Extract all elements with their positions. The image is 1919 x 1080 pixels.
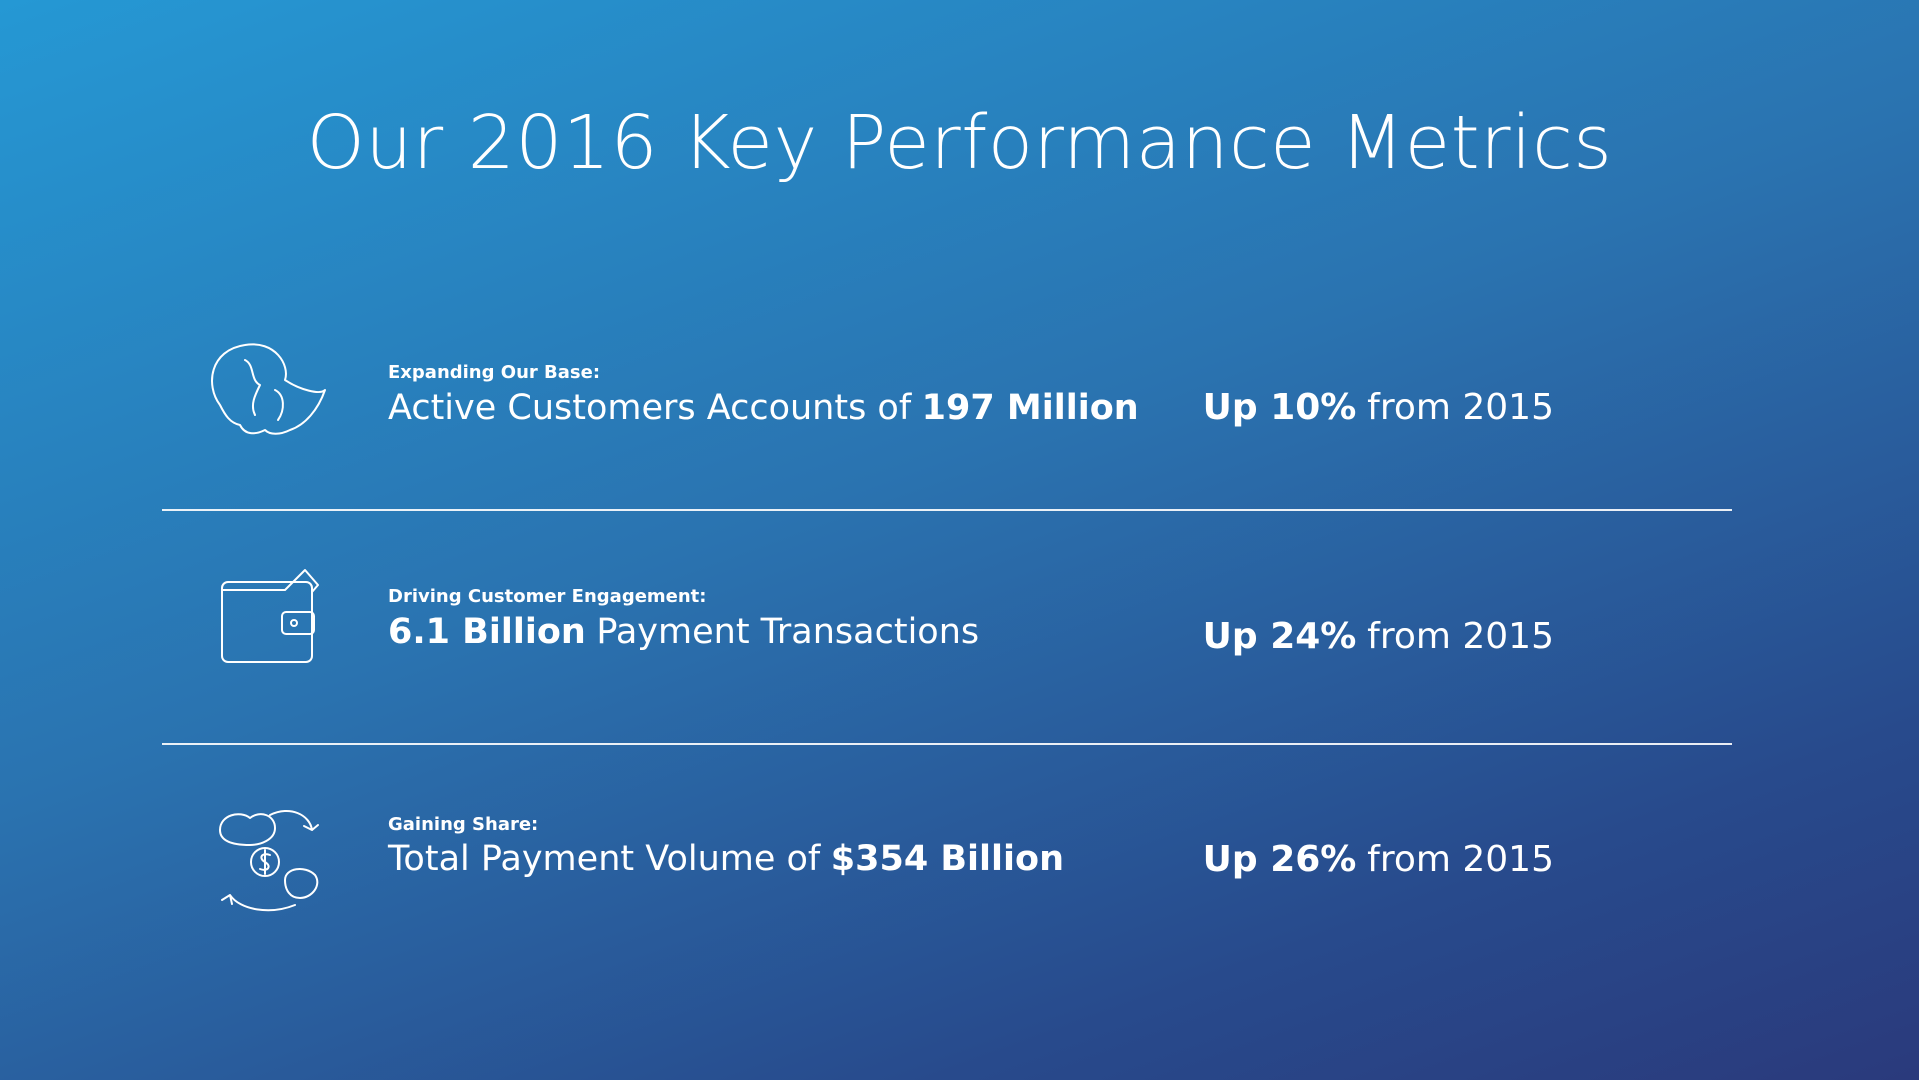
change-text: Up 24% bbox=[1202, 616, 1357, 657]
description-text: 6.1 Billion bbox=[388, 612, 586, 652]
metric-description: Active Customers Accounts of 197 Million bbox=[388, 388, 1139, 428]
description-text: Active Customers Accounts of bbox=[388, 388, 912, 428]
customers-icon bbox=[211, 343, 326, 435]
metric-change: Up 24% from 2015 bbox=[1203, 616, 1554, 657]
change-text: Up 26% bbox=[1202, 839, 1357, 880]
metric-label: Gaining Share: bbox=[388, 814, 539, 835]
metric-label: Driving Customer Engagement: bbox=[388, 586, 707, 607]
description-text: 197 Million bbox=[921, 388, 1139, 428]
divider bbox=[162, 509, 1732, 511]
description-text: Total Payment Volume of bbox=[388, 839, 821, 879]
title: Our 2016 Key Performance Metrics bbox=[306, 100, 1613, 186]
metric-label: Expanding Our Base: bbox=[388, 362, 601, 383]
metric-change: Up 26% from 2015 bbox=[1203, 839, 1554, 880]
metric-change: Up 10% from 2015 bbox=[1203, 387, 1554, 428]
change-text: from 2015 bbox=[1367, 616, 1554, 657]
description-text: $354 Billion bbox=[830, 839, 1064, 879]
change-text: Up 10% bbox=[1202, 387, 1357, 428]
metric-description: 6.1 Billion Payment Transactions bbox=[388, 612, 979, 652]
description-text: Payment Transactions bbox=[596, 612, 980, 652]
divider bbox=[162, 743, 1732, 745]
payment-icon bbox=[219, 810, 319, 912]
metric-description: Total Payment Volume of $354 Billion bbox=[388, 839, 1064, 879]
wallet-icon bbox=[221, 569, 319, 663]
change-text: from 2015 bbox=[1367, 839, 1554, 880]
change-text: from 2015 bbox=[1367, 387, 1554, 428]
